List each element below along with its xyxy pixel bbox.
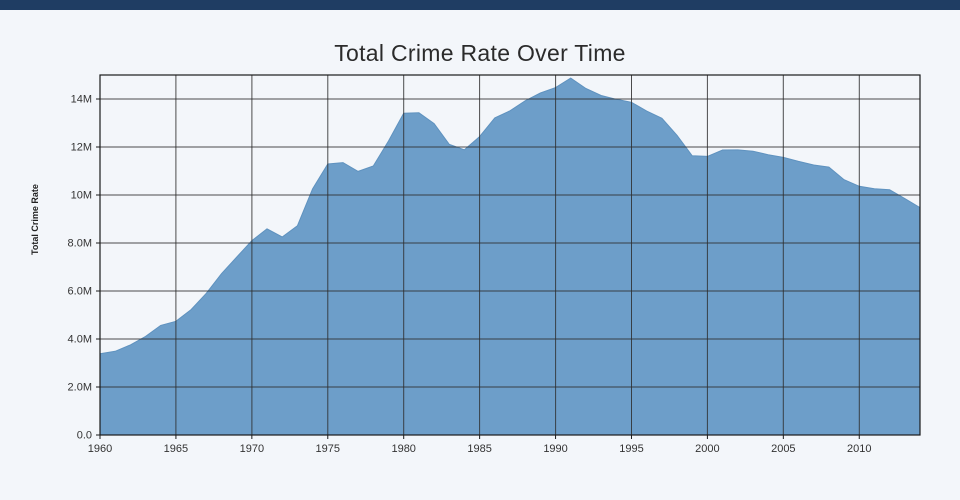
y-tick-label: 0.0 [77, 430, 92, 442]
x-tick-label: 1975 [316, 443, 340, 455]
y-tick-label: 10M [71, 190, 92, 202]
y-tick-label: 8.0M [68, 238, 92, 250]
y-tick-label: 12M [71, 142, 92, 154]
x-tick-label: 1970 [240, 443, 264, 455]
y-tick-label: 6.0M [68, 286, 92, 298]
y-tick-label: 4.0M [68, 334, 92, 346]
x-tick-label: 1985 [467, 443, 491, 455]
plot-border [99, 74, 921, 436]
x-tick-label: 1965 [164, 443, 188, 455]
x-tick-label: 1960 [88, 443, 112, 455]
area-series [99, 77, 921, 436]
x-tick-label: 2010 [847, 443, 871, 455]
top-accent-bar [0, 0, 960, 10]
y-tick-label: 14M [71, 94, 92, 106]
chart-title: Total Crime Rate Over Time [334, 40, 626, 66]
x-tick-label: 1980 [391, 443, 415, 455]
x-tick-label: 2000 [695, 443, 719, 455]
x-tick-label: 1995 [619, 443, 643, 455]
x-tick-label: 1990 [543, 443, 567, 455]
x-tick-label: 2005 [771, 443, 795, 455]
y-tick-label: 2.0M [68, 382, 92, 394]
